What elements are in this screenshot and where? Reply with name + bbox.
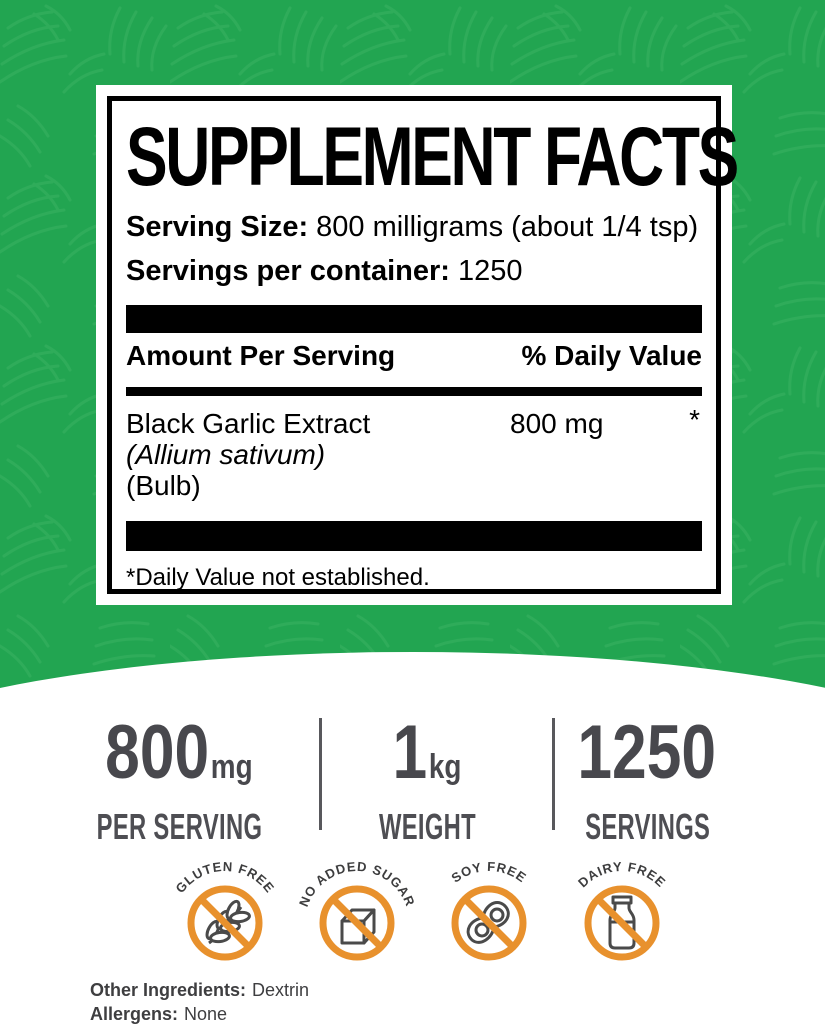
prohibited-slash: [462, 896, 516, 950]
stat-servings-value: 1250: [577, 710, 717, 795]
prohibited-slash: [198, 896, 252, 950]
prohibited-slash: [330, 896, 384, 950]
facts-border-box: SUPPLEMENT FACTS Serving Size: 800 millig…: [107, 96, 739, 594]
daily-value-header: % Daily Value: [521, 340, 702, 371]
serving-size-label: Serving Size:: [126, 211, 309, 243]
allergens-row: Allergens: None: [90, 1002, 309, 1024]
curved-section-divider: [0, 652, 825, 780]
stat-per-serving-value: 800mg: [105, 710, 253, 795]
stat-weight: 1kg WEIGHT: [297, 710, 557, 847]
separator-bar-thin: [126, 387, 702, 396]
badge-no-added-sugar: NO ADDED SUGAR: [296, 859, 418, 961]
separator-bar: [126, 305, 702, 333]
stat-weight-label: WEIGHT: [378, 806, 476, 847]
stat-servings-label: SERVINGS: [585, 806, 711, 847]
ingredient-amount: 800 mg: [510, 408, 604, 439]
separator-bar: [126, 521, 702, 551]
serving-size-row: Serving Size: 800 milligrams (about 1/4 t…: [126, 205, 702, 249]
badge-label: NO ADDED SUGAR: [296, 859, 417, 909]
serving-size-value: 800 milligrams (about 1/4 tsp): [316, 211, 699, 243]
stat-unit: mg: [210, 748, 253, 786]
supplement-facts-panel: SUPPLEMENT FACTS Serving Size: 800 millig…: [96, 85, 739, 605]
footer-ingredients: Other Ingredients: Dextrin Allergens: None: [90, 978, 309, 1024]
wheat-icon: [205, 899, 251, 945]
prohibited-circle: [451, 885, 527, 961]
ingredient-botanical-name: (Allium sativum): [126, 439, 326, 470]
allergens-value: None: [184, 1004, 228, 1024]
other-ingredients-label: Other Ingredients:: [90, 980, 247, 1000]
prohibited-circle: [187, 885, 263, 961]
allergens-label: Allergens:: [90, 1004, 179, 1024]
amount-per-serving-header: Amount Per Serving: [126, 340, 396, 371]
prohibited-circle: [584, 885, 660, 961]
stat-divider: [552, 718, 555, 830]
other-ingredients-row: Other Ingredients: Dextrin: [90, 978, 309, 1002]
ingredient-name: Black Garlic Extract: [126, 408, 371, 439]
facts-title: SUPPLEMENT FACTS: [126, 110, 739, 203]
badge-gluten-free: GLUTEN FREE: [172, 859, 277, 961]
ingredient-plant-part: (Bulb): [126, 470, 201, 501]
svg-text:NO ADDED SUGAR: NO ADDED SUGAR: [296, 859, 418, 909]
daily-value-footnote: *Daily Value not established.: [126, 564, 430, 591]
other-ingredients-value: Dextrin: [252, 980, 310, 1000]
stat-per-serving-label: PER SERVING: [96, 806, 262, 847]
ingredient-row: Black Garlic Extract (Allium sativum) (B…: [126, 404, 702, 501]
stat-unit: kg: [428, 748, 462, 786]
ingredient-daily-value: *: [689, 404, 700, 435]
stat-divider: [319, 718, 322, 830]
stat-per-serving: 800mg PER SERVING: [49, 710, 309, 847]
servings-per-container-value: 1250: [457, 255, 523, 287]
stat-weight-value: 1kg: [392, 710, 462, 795]
badge-label: SOY FREE: [449, 859, 529, 886]
svg-text:SOY FREE: SOY FREE: [449, 859, 530, 886]
facts-column-headers: Amount Per Serving % Daily Value: [126, 333, 702, 379]
badge-soy-free: SOY FREE: [449, 859, 530, 961]
badge-dairy-free: DAIRY FREE: [575, 859, 668, 961]
stat-servings: 1250 SERVINGS: [518, 710, 778, 847]
servings-per-container-row: Servings per container: 1250: [126, 249, 702, 293]
servings-per-container-label: Servings per container:: [126, 255, 450, 287]
prohibited-circle: [319, 885, 395, 961]
prohibited-slash: [595, 896, 649, 950]
